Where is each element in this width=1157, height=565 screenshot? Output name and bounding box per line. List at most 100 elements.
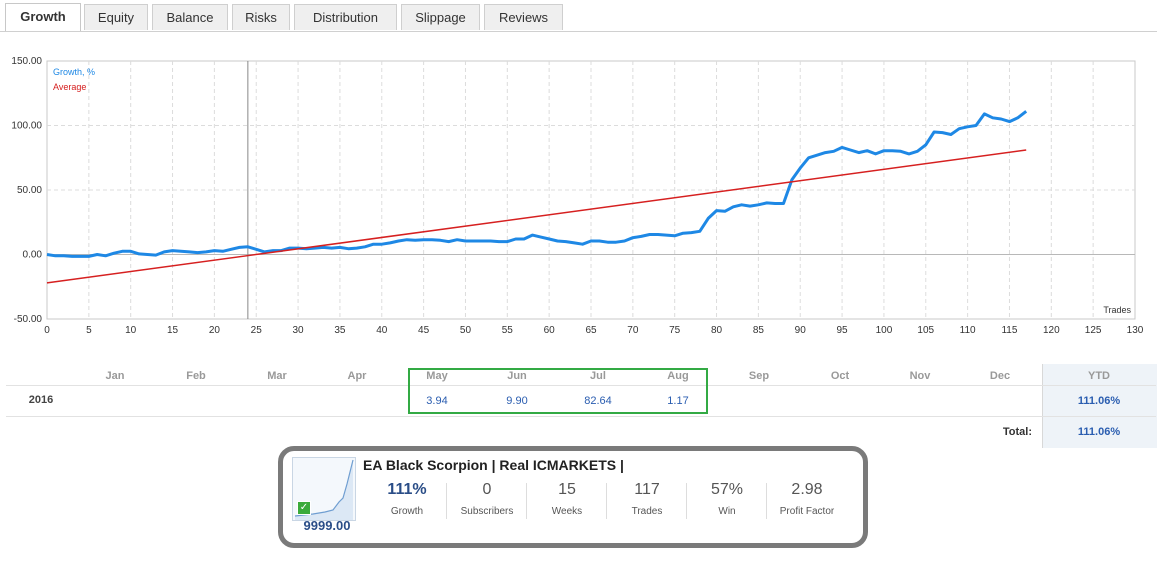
tab-reviews[interactable]: Reviews — [484, 4, 563, 30]
stat-growth-label: Growth — [390, 506, 424, 517]
stat-weeks-label: Weeks — [551, 506, 583, 517]
month-value-jun: 9.90 — [506, 395, 528, 407]
tab-slippage[interactable]: Slippage — [401, 4, 480, 30]
total-value: 111.06% — [1077, 426, 1121, 438]
x-tick-label: 5 — [86, 325, 92, 336]
month-header-apr: Apr — [347, 370, 367, 382]
year-ytd-value: 111.06% — [1077, 395, 1121, 407]
stat-profit-factor-label: Profit Factor — [779, 506, 835, 517]
month-value-may: 3.94 — [426, 395, 448, 407]
stat-separator — [686, 483, 687, 519]
stat-separator — [526, 483, 527, 519]
month-header-aug: Aug — [667, 370, 689, 382]
x-tick-label: 125 — [1085, 325, 1102, 336]
monthly-returns-table: Jan Feb Mar Apr May Jun Jul Aug Sep Oct … — [0, 364, 1157, 448]
month-header-may: May — [426, 370, 448, 382]
stat-trades: 117 Trades — [607, 478, 687, 517]
x-tick-label: 45 — [418, 325, 430, 336]
x-tick-label: 50 — [460, 325, 472, 336]
x-tick-label: 15 — [167, 325, 179, 336]
x-axis-label: Trades — [1103, 305, 1131, 315]
month-value-jul: 82.64 — [584, 395, 612, 407]
x-tick-label: 120 — [1043, 325, 1060, 336]
verified-check-icon: ✓ — [297, 501, 311, 515]
ytd-column — [1042, 364, 1157, 448]
y-tick-label: 50.00 — [17, 185, 42, 196]
x-tick-label: 105 — [917, 325, 934, 336]
ytd-header: YTD — [1088, 370, 1110, 382]
month-header-jun: Jun — [507, 370, 527, 382]
month-header-jan: Jan — [105, 370, 125, 382]
stat-trades-label: Trades — [631, 506, 663, 517]
x-tick-label: 110 — [960, 325, 976, 336]
x-tick-label: 80 — [711, 325, 723, 336]
stat-profit-factor-value: 2.98 — [791, 481, 823, 498]
x-tick-label: 30 — [293, 325, 305, 336]
tab-bar: Growth Equity Balance Risks Distribution… — [0, 0, 1157, 32]
x-tick-label: 75 — [669, 325, 681, 336]
month-header-mar: Mar — [267, 370, 287, 382]
stat-weeks-value: 15 — [558, 481, 576, 498]
month-header-nov: Nov — [909, 370, 931, 382]
stat-weeks: 15 Weeks — [527, 478, 607, 517]
x-tick-label: 70 — [627, 325, 639, 336]
stat-win-label: Win — [718, 506, 736, 517]
month-header-sep: Sep — [748, 370, 770, 382]
y-tick-label: 0.00 — [23, 250, 43, 261]
tab-equity[interactable]: Equity — [84, 4, 148, 30]
month-header-feb: Feb — [186, 370, 206, 382]
stat-subscribers: 0 Subscribers — [447, 478, 527, 517]
x-tick-label: 35 — [334, 325, 346, 336]
signal-card[interactable]: ✓ 9999.00 EA Black Scorpion | Real ICMAR… — [278, 446, 868, 548]
tab-growth[interactable]: Growth — [5, 3, 81, 31]
total-label: Total: — [1002, 426, 1032, 438]
stat-growth: 111% Growth — [367, 478, 447, 517]
stat-trades-value: 117 — [634, 481, 660, 498]
legend-entry: Average — [53, 82, 86, 92]
month-header-oct: Oct — [830, 370, 850, 382]
average-series-line — [46, 149, 1027, 284]
tab-risks[interactable]: Risks — [232, 4, 290, 30]
x-tick-label: 0 — [44, 325, 50, 336]
month-value-aug: 1.17 — [667, 395, 689, 407]
x-tick-label: 20 — [209, 325, 221, 336]
x-tick-label: 130 — [1127, 325, 1144, 336]
signal-title[interactable]: EA Black Scorpion | Real ICMARKETS | — [363, 457, 624, 473]
highlight-box — [408, 368, 708, 414]
row-divider — [6, 416, 1156, 417]
stat-win: 57% Win — [687, 478, 767, 517]
x-tick-label: 85 — [753, 325, 765, 336]
x-tick-label: 100 — [876, 325, 893, 336]
x-tick-label: 115 — [1001, 325, 1017, 336]
x-tick-label: 90 — [795, 325, 807, 336]
x-tick-label: 55 — [502, 325, 514, 336]
month-header-jul: Jul — [590, 370, 606, 382]
stat-profit-factor: 2.98 Profit Factor — [767, 478, 847, 517]
stat-subscribers-value: 0 — [482, 481, 492, 498]
signal-balance: 9999.00 — [303, 518, 351, 533]
y-tick-label: 150.00 — [11, 56, 42, 67]
growth-chart[interactable]: 0 5 10 15 20 25 30 35 40 45 50 55 60 65 70 75 80 85 90 95 10… — [0, 40, 1157, 340]
x-tick-label: 95 — [837, 325, 849, 336]
stat-separator — [766, 483, 767, 519]
stat-win-value: 57% — [710, 481, 744, 498]
legend-entry: Growth, % — [53, 67, 95, 77]
stat-growth-value: 111% — [387, 481, 427, 498]
month-header-dec: Dec — [989, 370, 1011, 382]
stat-separator — [446, 483, 447, 519]
thumbnail-chart-icon — [294, 459, 354, 520]
x-tick-label: 65 — [585, 325, 597, 336]
x-tick-label: 60 — [544, 325, 556, 336]
year-label: 2016 — [28, 394, 54, 406]
stat-subscribers-label: Subscribers — [460, 506, 514, 517]
y-tick-label: 100.00 — [11, 121, 42, 132]
stat-separator — [606, 483, 607, 519]
tab-distribution[interactable]: Distribution — [294, 4, 397, 30]
x-tick-label: 10 — [125, 325, 137, 336]
header-divider — [6, 385, 1156, 386]
tab-balance[interactable]: Balance — [152, 4, 228, 30]
growth-series-line — [46, 110, 1028, 258]
x-tick-label: 40 — [376, 325, 388, 336]
y-tick-label: -50.00 — [14, 314, 43, 325]
x-tick-label: 25 — [251, 325, 263, 336]
